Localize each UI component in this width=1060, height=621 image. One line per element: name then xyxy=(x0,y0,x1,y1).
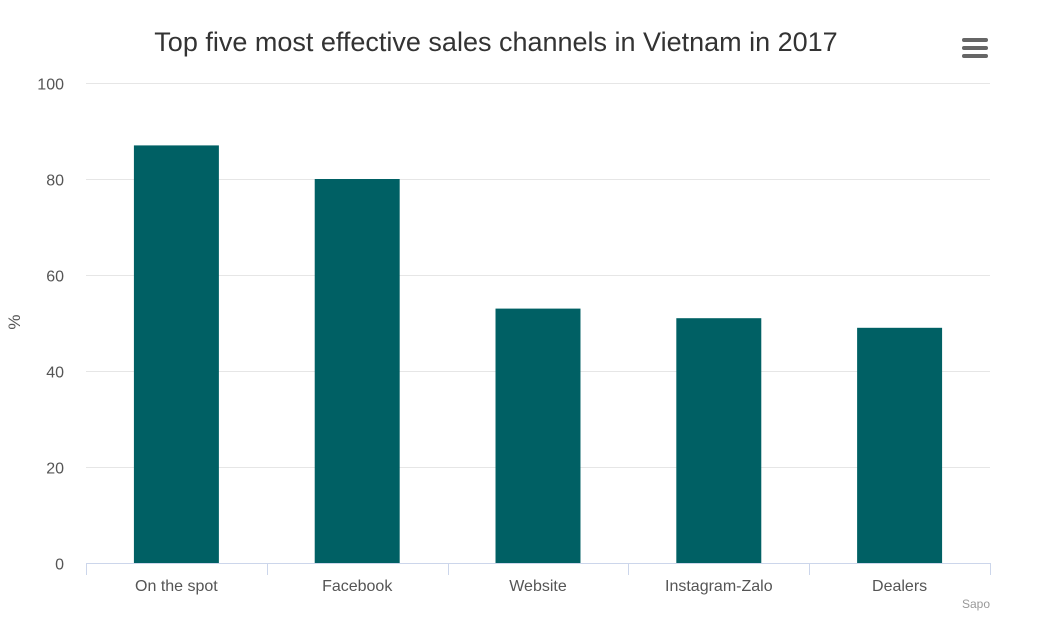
bar[interactable] xyxy=(495,308,581,563)
y-tick-label: 100 xyxy=(37,77,64,94)
chart-title: Top five most effective sales channels i… xyxy=(154,27,837,57)
bar[interactable] xyxy=(857,327,943,563)
x-tick-label: Dealers xyxy=(872,578,927,595)
x-tick-label: Website xyxy=(509,578,567,595)
bar[interactable] xyxy=(133,145,219,563)
bar[interactable] xyxy=(676,318,762,563)
chart-menu-button[interactable] xyxy=(958,34,992,62)
bars xyxy=(133,145,943,563)
y-tick-label: 80 xyxy=(46,173,64,190)
hamburger-menu-icon xyxy=(962,46,988,50)
chart-credit[interactable]: Sapo xyxy=(962,597,990,611)
y-tick-label: 60 xyxy=(46,269,64,286)
y-tick-label: 40 xyxy=(46,365,64,382)
gridlines xyxy=(86,83,990,468)
hamburger-menu-icon xyxy=(962,54,988,58)
x-axis: On the spot Facebook Website Instagram-Zalo… xyxy=(86,563,991,595)
y-axis-title: % xyxy=(5,314,24,329)
y-tick-label: 0 xyxy=(55,557,64,574)
x-tick-label: On the spot xyxy=(135,578,218,595)
y-tick-label: 20 xyxy=(46,461,64,478)
x-tick-label: Instagram-Zalo xyxy=(665,578,773,595)
hamburger-menu-icon xyxy=(962,38,988,42)
bar[interactable] xyxy=(314,179,400,563)
x-tick-label: Facebook xyxy=(322,578,393,595)
y-axis-ticks: 0 20 40 60 80 100 xyxy=(37,77,64,574)
